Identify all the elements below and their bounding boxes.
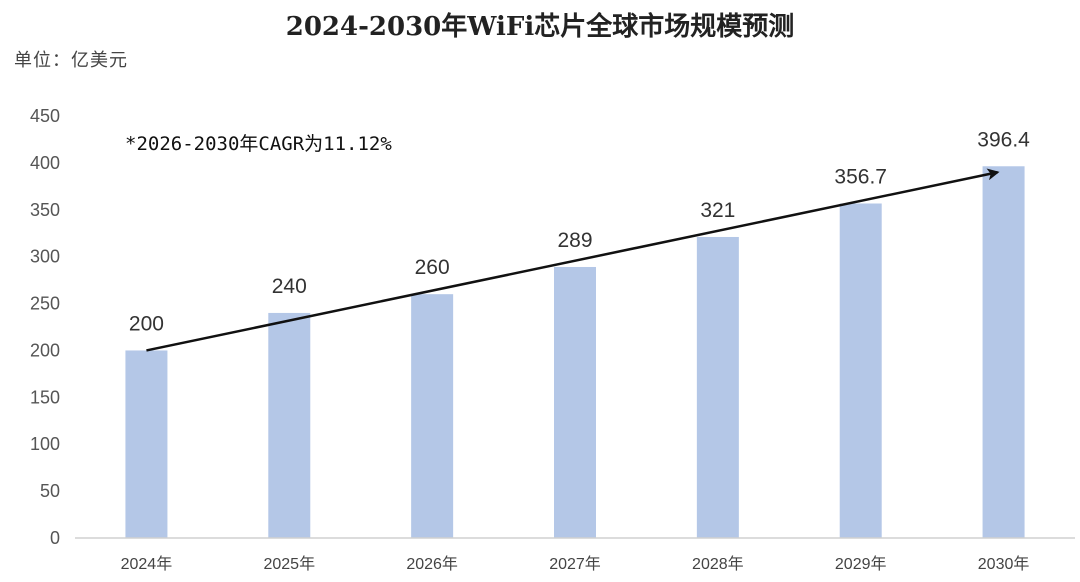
y-tick-label: 200 [30,340,60,360]
data-label: 200 [129,312,164,335]
bar [411,294,454,538]
data-label: 260 [415,256,450,279]
x-tick-label: 2030年 [978,555,1030,573]
y-tick-label: 150 [30,387,60,407]
y-tick-label: 50 [40,481,60,501]
y-axis: 0 50 100 150 200 250 300 350 400 450 [30,106,60,548]
y-tick-label: 250 [30,294,60,314]
data-labels: 200 240 260 289 321 356.7 396.4 [129,128,1030,335]
bar [268,312,311,538]
y-tick-label: 100 [30,434,60,454]
data-label: 289 [557,229,592,252]
x-tick-label: 2025年 [263,555,315,573]
bar [839,203,882,538]
chart-title: 2024-2030年WiFi芯片全球市场规模预测 [285,12,795,42]
x-tick-label: 2028年 [692,555,744,573]
bar [125,350,168,538]
data-label: 321 [700,199,735,222]
trend-arrow [146,168,1000,352]
y-tick-label: 400 [30,153,60,173]
y-tick-label: 350 [30,200,60,220]
bars [125,166,1025,538]
unit-label: 单位：亿美元 [14,50,128,71]
x-tick-label: 2029年 [835,555,887,573]
x-tick-label: 2024年 [121,555,173,573]
cagr-annotation: *2026-2030年CAGR为11.12% [125,133,392,155]
x-tick-label: 2027年 [549,555,601,573]
data-label: 356.7 [834,165,887,188]
y-tick-label: 300 [30,247,60,267]
y-tick-label: 450 [30,106,60,126]
bar [696,236,739,538]
x-tick-label: 2026年 [406,555,458,573]
y-tick-label: 0 [50,528,60,548]
bar [554,266,596,538]
data-label: 240 [272,275,307,298]
x-axis: 2024年 2025年 2026年 2027年 2028年 2029年 2030年 [121,555,1030,573]
data-label: 396.4 [977,128,1030,151]
bar [982,166,1025,538]
